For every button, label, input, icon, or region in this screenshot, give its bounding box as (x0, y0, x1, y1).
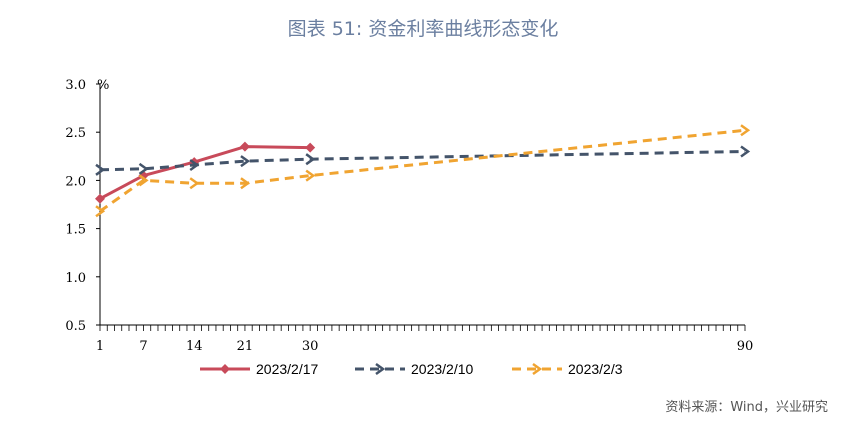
data-point (240, 177, 251, 190)
data-point (240, 155, 251, 168)
data-point (305, 153, 316, 166)
chart-title: 图表 51: 资金利率曲线形态变化 (287, 18, 559, 40)
line-chart: 0.51.01.52.02.53.0 %1 7 14 21 30 90 2023/2/17 2… (65, 78, 753, 377)
data-point (95, 163, 106, 176)
x-tick-label: 30 (302, 339, 319, 354)
data-point (305, 169, 316, 182)
x-tick-label: 90 (737, 339, 754, 354)
y-tick-label: 2.0 (65, 174, 86, 189)
x-tick-label: 14 (186, 339, 203, 354)
x-tick-label: 7 (139, 339, 147, 354)
legend-label: 2023/2/17 (256, 361, 318, 377)
series-line-1 (99, 149, 746, 172)
series-layer (95, 124, 751, 218)
data-point (239, 141, 250, 152)
y-tick-label: 1.0 (65, 271, 86, 286)
data-point (189, 158, 200, 171)
series-line-0 (99, 145, 311, 201)
axes: 0.5 1.0 1.5 2.0 2.5 3.0 % 1 7 14 21 30 90 (65, 78, 753, 354)
x-tick-label: 21 (237, 339, 254, 354)
y-tick-label: 2.5 (65, 126, 86, 141)
data-point (740, 145, 751, 158)
data-point (138, 162, 149, 175)
legend-marker (220, 364, 230, 374)
source-note: 资料来源：Wind，兴业研究 (665, 400, 828, 415)
legend-label: 2023/2/10 (411, 361, 473, 377)
y-tick-label: 3.0 (65, 78, 86, 93)
data-point (305, 142, 316, 153)
data-point (138, 174, 149, 187)
y-unit-label: % (97, 78, 109, 93)
x-tick-label: 1 (96, 339, 104, 354)
legend-label: 2023/2/3 (568, 361, 623, 377)
series-line-2 (99, 128, 746, 213)
y-tick-label: 1.5 (65, 223, 86, 238)
legend: 2023/2/17 2023/2/10 2023/2/3 (200, 361, 623, 377)
legend-marker (375, 362, 386, 376)
data-point (740, 124, 751, 137)
y-tick-label: 0.5 (65, 319, 86, 334)
legend-marker (532, 362, 543, 376)
data-point (95, 205, 106, 218)
data-point (95, 193, 105, 204)
data-point (189, 177, 200, 190)
